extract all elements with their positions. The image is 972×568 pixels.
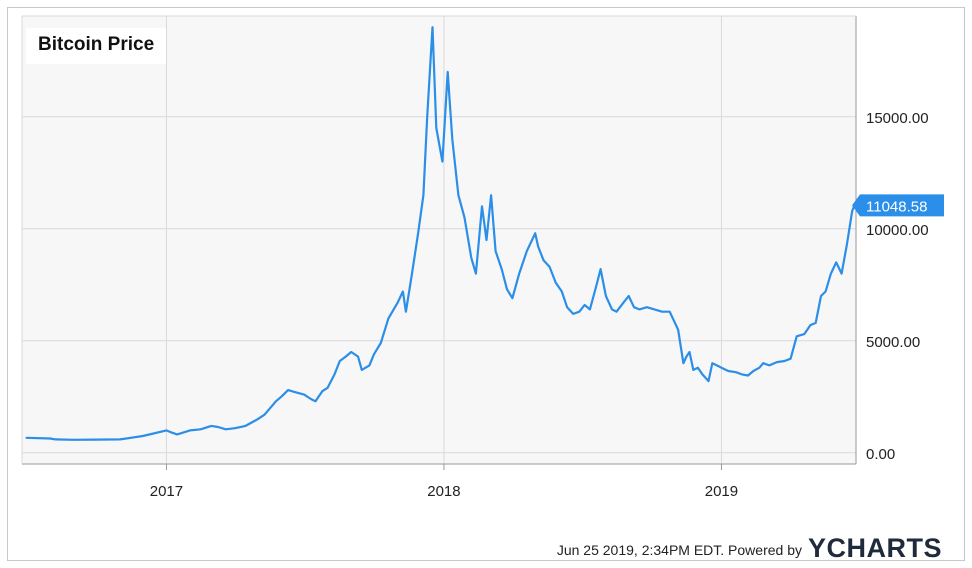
ycharts-logo: YCHARTS bbox=[807, 533, 942, 563]
chart-frame: 2017 2018 2019 0.00 5000.00 15000.00 10000.00 … bbox=[7, 7, 965, 564]
y-tick-label: 10000.00 bbox=[866, 222, 929, 239]
last-value-label: 11048.58 bbox=[866, 198, 927, 215]
y-tick-label: 0.00 bbox=[866, 446, 895, 463]
last-value-badge: 11048.58 bbox=[852, 194, 944, 217]
grid-lines bbox=[22, 16, 856, 464]
axes bbox=[21, 15, 857, 470]
chart-title: Bitcoin Price bbox=[26, 28, 167, 64]
chart-svg: 2017 2018 20190.005000.0015000.0010000.00 … bbox=[21, 15, 944, 500]
y-tick-label: 15000.00 bbox=[866, 110, 929, 127]
timestamp-powered-by: Jun 25 2019, 2:34PM EDT. Powered by bbox=[556, 542, 802, 558]
x-tick-label: 2017 bbox=[150, 483, 183, 500]
y-tick-label: 5000.00 bbox=[866, 334, 920, 351]
x-tick-label: 2018 bbox=[427, 483, 460, 500]
x-tick-label: 2019 bbox=[705, 483, 738, 500]
chart-footer: Jun 25 2019, 2:34PM EDT. Powered by YCHA… bbox=[8, 532, 962, 564]
tick-labels: 2017 2018 2019 0.00 5000.00 15000.00 10000.00 bbox=[150, 110, 929, 500]
series-layer bbox=[25, 26, 856, 441]
bitcoin-price-line bbox=[25, 26, 856, 441]
badge-shape bbox=[852, 194, 944, 217]
plot-background bbox=[22, 16, 856, 464]
last-value-badge-layer: 11048.58 bbox=[852, 194, 944, 217]
